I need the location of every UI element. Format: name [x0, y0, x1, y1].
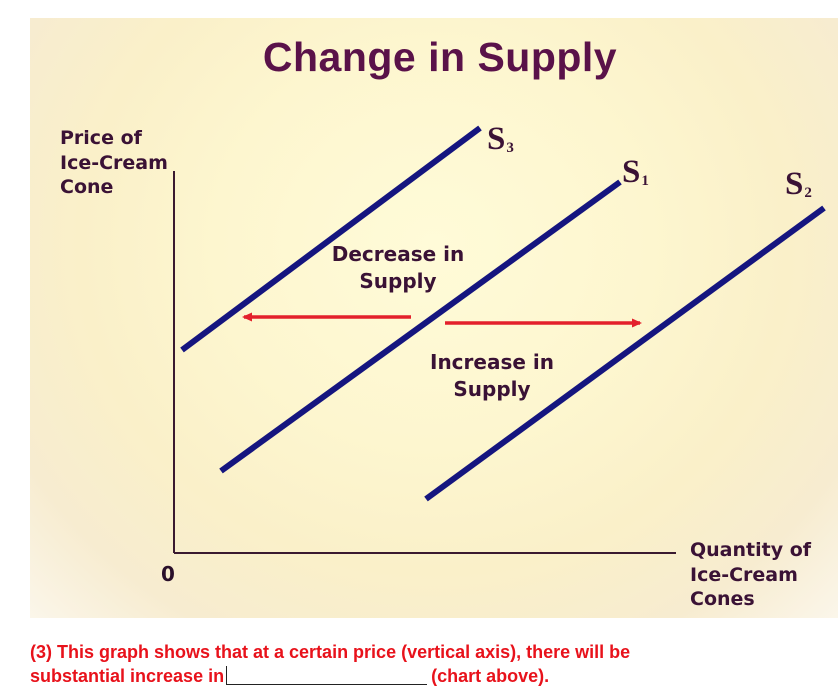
increase-in-supply-label: Increase in Supply — [412, 349, 572, 403]
shift-label-line: Decrease in — [331, 242, 465, 266]
shift-label-line: Increase in — [430, 350, 554, 374]
y-axis-label-line: Price of — [60, 127, 142, 149]
x-axis-label-line: Cones — [690, 588, 755, 610]
origin-label: 0 — [161, 562, 175, 586]
question-line-1: (3) This graph shows that at a certain p… — [30, 642, 631, 662]
supply-curve-s2 — [424, 205, 826, 502]
y-axis-label-line: Ice-Cream — [60, 151, 168, 174]
answer-blank[interactable] — [226, 666, 428, 685]
decrease-in-supply-label: Decrease in Supply — [318, 241, 478, 295]
curve-label-s3: S3 — [487, 123, 514, 165]
y-axis-label: Price of Ice-Cream Cone — [60, 126, 168, 200]
x-axis-label-line: Ice-Cream — [690, 563, 798, 586]
curve-subscript: 3 — [506, 140, 514, 156]
curve-letter: S — [487, 121, 506, 157]
question-text-after-blank: (chart above). — [431, 666, 550, 686]
question-text-before-blank: substantial increase in — [30, 666, 225, 686]
supply-curve-s1 — [219, 179, 622, 474]
curve-label-s1: S1 — [622, 156, 649, 198]
x-axis-label-line: Quantity of — [690, 539, 812, 561]
diagram-title: Change in Supply — [262, 34, 618, 80]
x-axis-label: Quantity of Ice-Cream Cones — [690, 538, 811, 612]
shift-label-line: Supply — [359, 269, 437, 293]
curve-letter: S — [785, 166, 804, 202]
question-text: (3) This graph shows that at a certain p… — [30, 640, 830, 688]
curve-subscript: 1 — [641, 173, 649, 189]
curve-subscript: 2 — [804, 185, 812, 201]
curve-label-s2: S2 — [785, 168, 812, 210]
shift-label-line: Supply — [453, 377, 531, 401]
supply-curve-s3 — [180, 125, 482, 353]
question-line-2: substantial increase in (chart above). — [30, 664, 830, 688]
curve-letter: S — [622, 154, 641, 190]
y-axis-label-line: Cone — [60, 176, 114, 198]
